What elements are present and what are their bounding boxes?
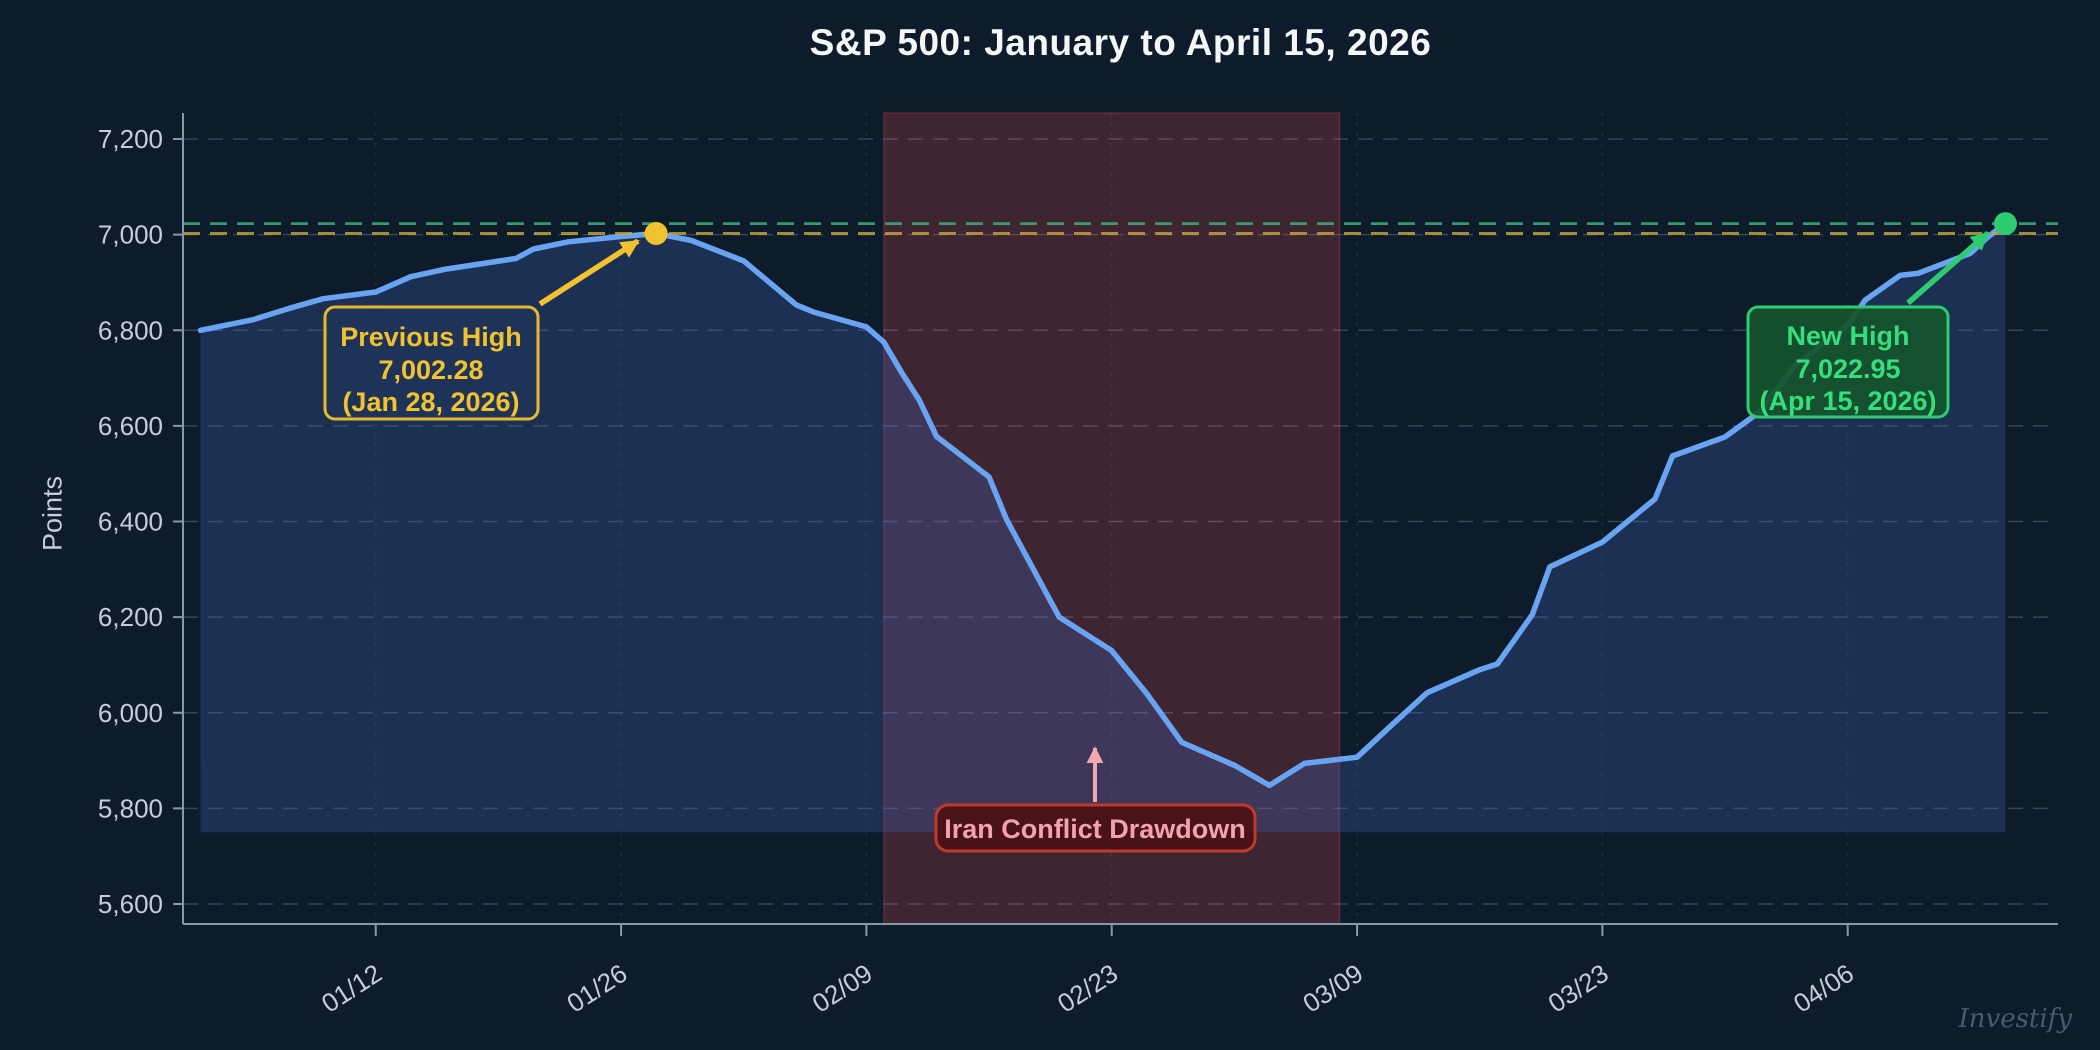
new-high-value: 7,022.95 — [1795, 354, 1900, 384]
area-fill — [200, 223, 2006, 833]
drawdown-label-box — [934, 803, 1257, 853]
new-high-date: (Apr 15, 2026) — [1759, 386, 1936, 416]
new-high-marker — [1993, 212, 2017, 236]
y-tick-label: 6,400 — [98, 507, 163, 537]
previous-high-arrow — [538, 238, 640, 307]
previous-high-title: Previous High — [340, 322, 522, 352]
x-tick-label: 02/09 — [807, 958, 878, 1019]
new-high-annotation: New High 7,022.95 (Apr 15, 2026) — [1746, 230, 1990, 419]
x-tick-label: 01/12 — [316, 958, 387, 1019]
previous-high-date: (Jan 28, 2026) — [342, 387, 519, 417]
y-tick-label: 7,000 — [98, 220, 163, 250]
y-tick-label: 5,600 — [98, 889, 163, 919]
y-tick-label: 6,800 — [98, 315, 163, 345]
x-tick-label: 04/06 — [1788, 958, 1859, 1019]
drawdown-label: Iran Conflict Drawdown — [944, 814, 1246, 844]
page-title: S&P 500: January to April 15, 2026 — [809, 22, 1432, 63]
new-high-title: New High — [1786, 321, 1909, 351]
y-tick-label: 6,600 — [98, 411, 163, 441]
drawdown-band — [883, 112, 1341, 925]
y-axis-label: Points — [37, 475, 68, 552]
y-tick-label: 6,200 — [98, 602, 163, 632]
y-tick-label: 7,200 — [98, 124, 163, 154]
new-high-arrow — [1906, 230, 1990, 306]
watermark: Investify — [1958, 1004, 2072, 1034]
drawdown-annotation: Iran Conflict Drawdown — [934, 746, 1257, 853]
x-tick-label: 03/23 — [1543, 958, 1614, 1019]
x-tick-label: 01/26 — [561, 958, 632, 1019]
new-high-box — [1746, 305, 1950, 419]
x-tick-label: 03/09 — [1297, 958, 1368, 1019]
x-tick-label: 02/23 — [1052, 958, 1123, 1019]
y-tick-label: 5,800 — [98, 793, 163, 823]
previous-high-value: 7,002.28 — [378, 355, 483, 385]
previous-high-box — [323, 305, 540, 421]
previous-high-marker — [644, 222, 668, 246]
previous-high-annotation: Previous High 7,002.28 (Jan 28, 2026) — [323, 238, 640, 421]
y-tick-label: 6,000 — [98, 698, 163, 728]
